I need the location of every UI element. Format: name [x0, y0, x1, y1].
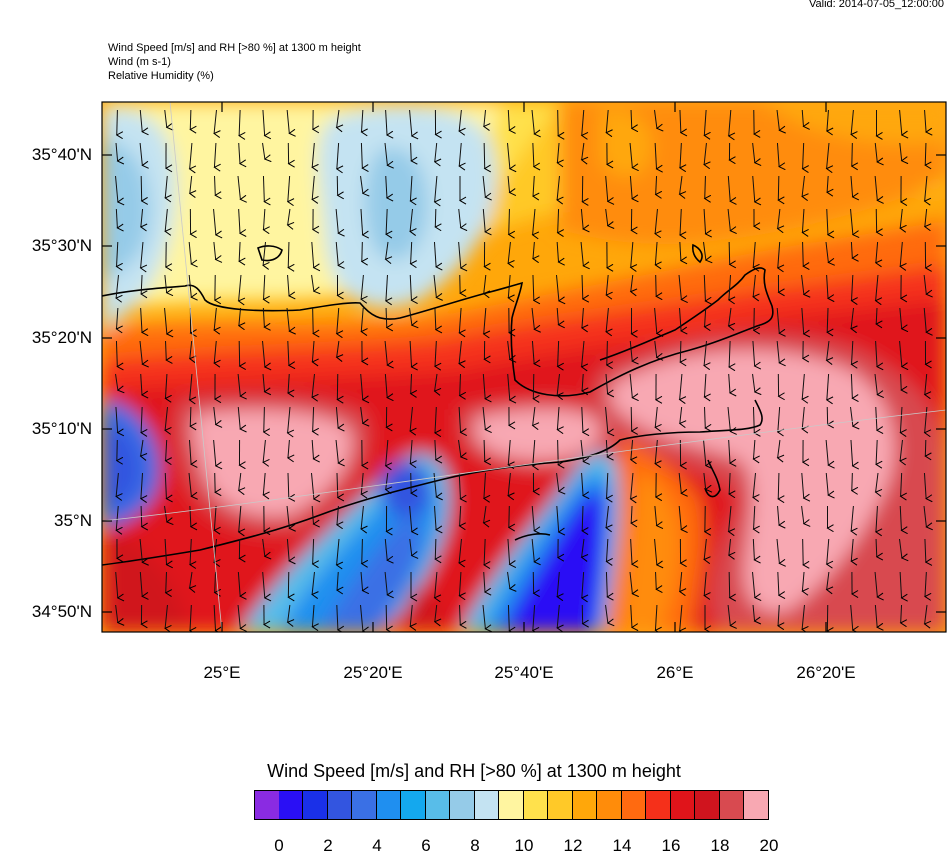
wind-arrow: [558, 440, 559, 465]
colorbar-tick-label: 0: [259, 836, 299, 856]
colorbar-swatch: [548, 790, 573, 820]
colorbar-tick-label: 2: [308, 836, 348, 856]
wind-arrow: [313, 308, 314, 334]
colorbar-swatch: [303, 790, 328, 820]
map-plot: [0, 0, 948, 760]
colorbar-tick-label: 4: [357, 836, 397, 856]
wind-arrow: [925, 143, 926, 165]
colorbar-swatch: [597, 790, 622, 820]
wind-arrow: [607, 341, 608, 365]
lon-label-25-40: 25°40'E: [474, 663, 574, 683]
lat-label-35-10: 35°10'N: [0, 419, 92, 439]
colorbar-swatch: [254, 790, 280, 820]
lat-label-35-30: 35°30'N: [0, 236, 92, 256]
colorbar-swatch: [475, 790, 500, 820]
wind-arrow: [803, 539, 804, 565]
colorbar-swatch: [401, 790, 426, 820]
wind-arrow: [680, 341, 681, 362]
wind-arrow: [362, 539, 363, 564]
wind-arrow: [558, 110, 559, 136]
wind-arrow: [190, 407, 191, 426]
colorbar-tick-label: 6: [406, 836, 446, 856]
lon-label-26-00: 26°E: [625, 663, 725, 683]
wind-arrow: [435, 539, 436, 559]
colorbar-swatch: [573, 790, 598, 820]
colorbar-swatch: [377, 790, 402, 820]
wind-arrow: [484, 143, 485, 169]
wind-arrow: [729, 242, 730, 265]
wind-arrow: [484, 440, 485, 462]
colorbar-swatch: [328, 790, 353, 820]
wind-arrow: [925, 440, 926, 456]
wind-arrow: [729, 572, 730, 598]
colorbar-swatch: [744, 790, 769, 820]
wind-arrow: [852, 473, 853, 491]
wind-arrow: [362, 242, 363, 262]
wind-arrow: [803, 242, 804, 266]
wind-arrow: [239, 341, 240, 366]
colorbar-tick-label: 14: [602, 836, 642, 856]
wind-arrow: [141, 176, 142, 201]
wind-arrow: [435, 209, 436, 227]
wind-arrow: [852, 143, 853, 166]
colorbar-tick-label: 20: [749, 836, 789, 856]
lon-label-26-20: 26°20'E: [776, 663, 876, 683]
colorbar-swatch: [720, 790, 745, 820]
colorbar-swatch: [524, 790, 549, 820]
wind-field: [102, 102, 946, 632]
colorbar-swatch: [671, 790, 696, 820]
colorbar-swatch: [646, 790, 671, 820]
wind-arrow: [386, 308, 387, 328]
colorbar-swatch: [499, 790, 524, 820]
wind-arrow: [264, 407, 265, 432]
colorbar-tick-label: 8: [455, 836, 495, 856]
wind-arrow: [901, 374, 902, 390]
colorbar-title: Wind Speed [m/s] and RH [>80 %] at 1300 …: [0, 761, 948, 782]
colorbar-tick-label: 12: [553, 836, 593, 856]
colorbar-tick-label: 10: [504, 836, 544, 856]
wind-arrow: [117, 110, 118, 135]
lat-label-34-50: 34°50'N: [0, 602, 92, 622]
wind-arrow: [411, 143, 412, 161]
colorbar-tick-label: 18: [700, 836, 740, 856]
lat-label-35-20: 35°20'N: [0, 328, 92, 348]
wind-arrow: [778, 473, 779, 499]
lat-label-35-40: 35°40'N: [0, 145, 92, 165]
lon-label-25-20: 25°20'E: [323, 663, 423, 683]
wind-arrow: [190, 110, 191, 129]
colorbar-swatch: [426, 790, 451, 820]
colorbar-swatch: [450, 790, 475, 820]
colorbar-swatch: [352, 790, 377, 820]
wind-arrow: [386, 605, 387, 630]
colorbar-swatch: [279, 790, 304, 820]
colorbar-swatch: [695, 790, 720, 820]
wind-arrow: [778, 176, 779, 200]
wind-arrow: [509, 506, 510, 527]
lon-label-25-00: 25°E: [172, 663, 272, 683]
lat-label-35-00: 35°N: [0, 511, 92, 531]
colorbar-swatch: [622, 790, 647, 820]
colorbar-tick-label: 16: [651, 836, 691, 856]
